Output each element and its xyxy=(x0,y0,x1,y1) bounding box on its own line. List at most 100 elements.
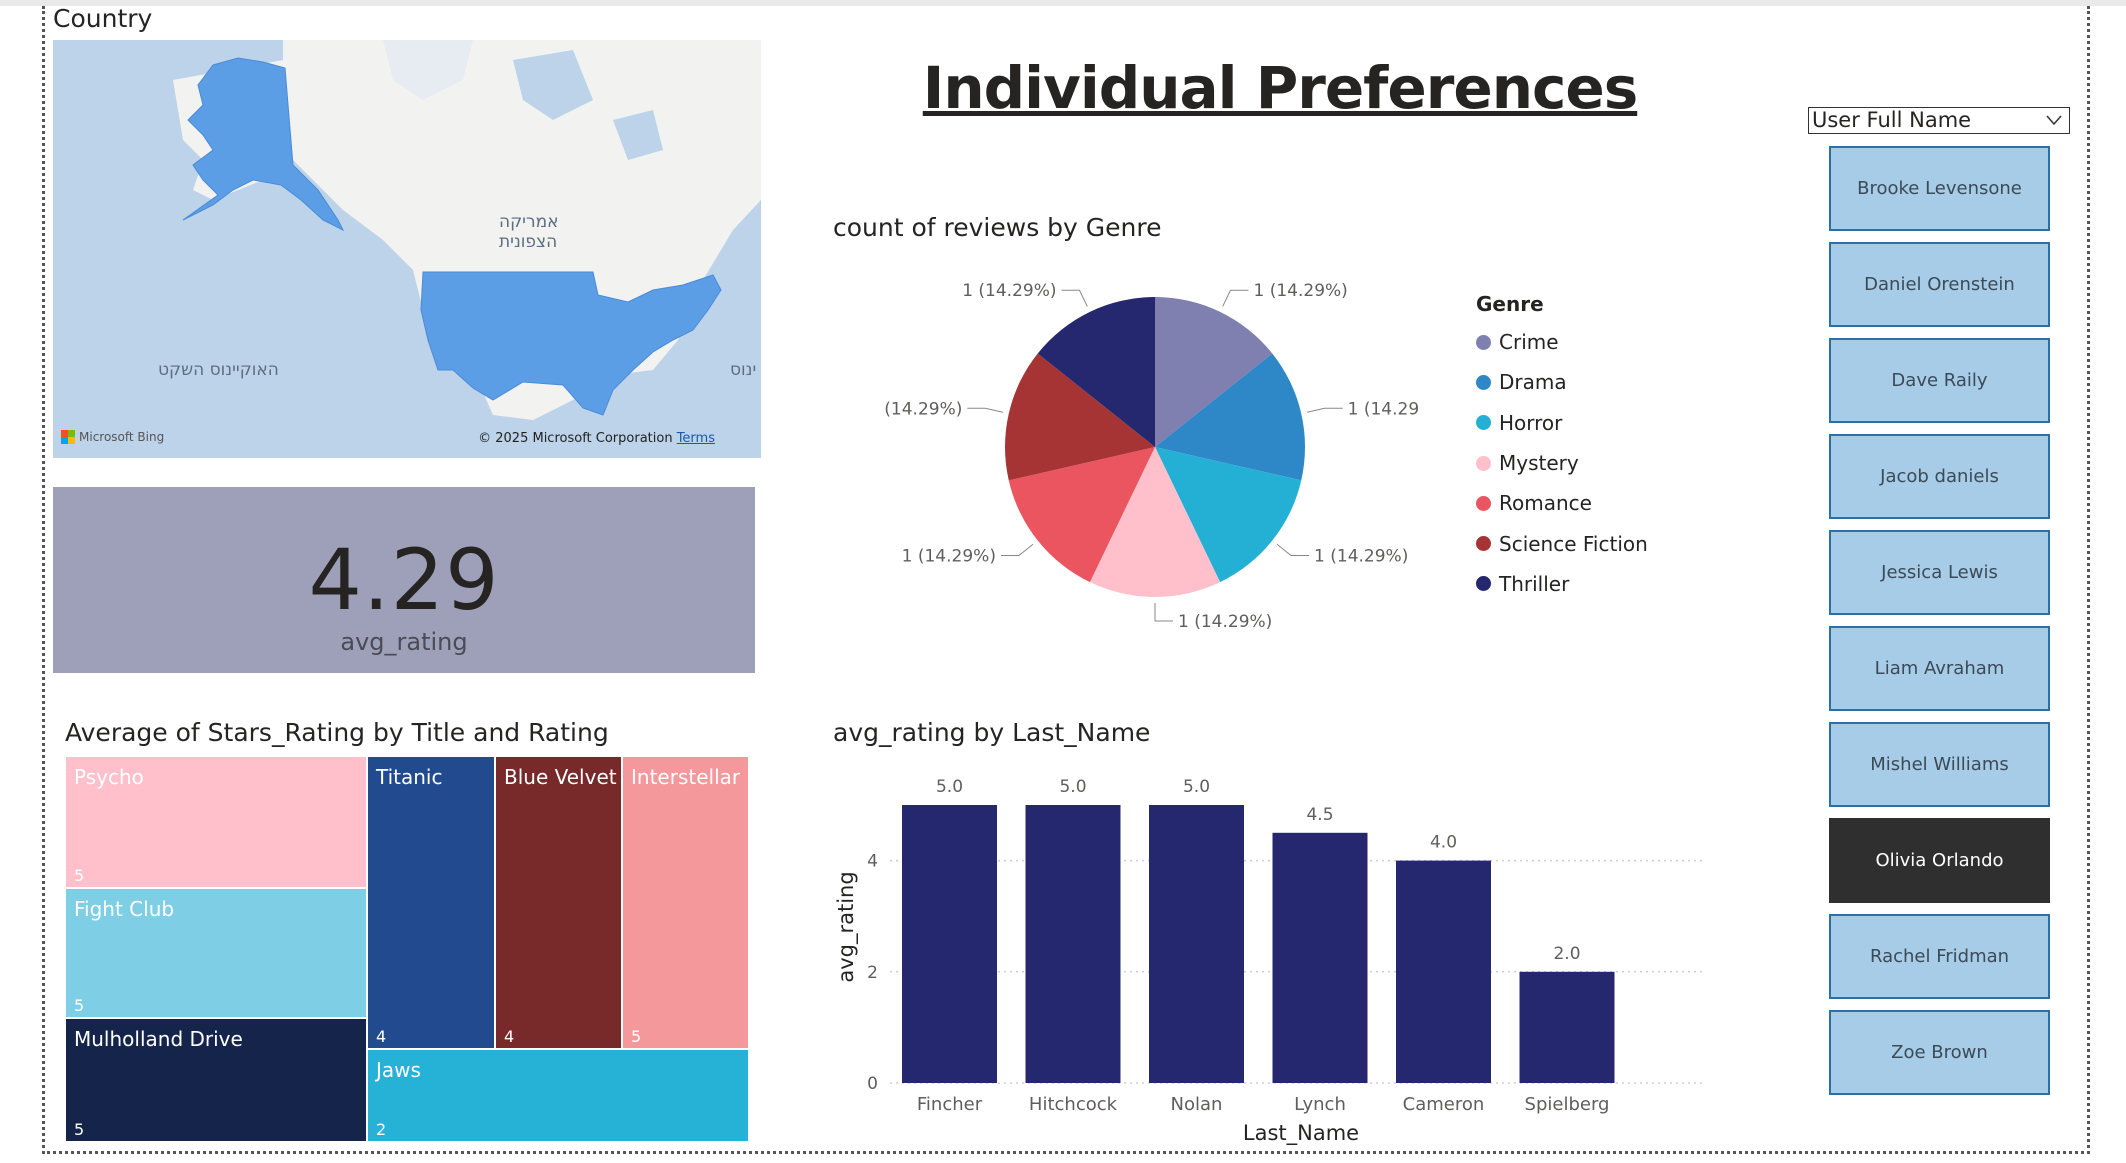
pie-slice-crime[interactable] xyxy=(1155,297,1273,447)
bar-hitchcock[interactable] xyxy=(1025,805,1121,1083)
bar-chart-title: avg_rating by Last_Name xyxy=(833,718,1151,747)
x-tick-label: Nolan xyxy=(1171,1094,1223,1115)
legend-item-horror[interactable]: Horror xyxy=(1476,403,1648,443)
bar-spielberg[interactable] xyxy=(1519,971,1615,1083)
avg-rating-card[interactable]: 4.29 avg_rating xyxy=(53,487,755,673)
legend-dot-icon xyxy=(1476,495,1491,511)
bar-nolan[interactable] xyxy=(1149,805,1244,1083)
x-axis-title: Last_Name xyxy=(1243,1121,1359,1146)
treemap-tile-interstellar[interactable]: Interstellar 5 xyxy=(622,756,749,1049)
x-tick-label: Spielberg xyxy=(1525,1094,1610,1115)
bar-data-label: 4.0 xyxy=(1430,833,1457,853)
x-tick-label: Fincher xyxy=(917,1094,983,1115)
legend-item-thriller[interactable]: Thriller xyxy=(1476,564,1648,604)
treemap-tile-blue-velvet[interactable]: Blue Velvet 4 xyxy=(495,756,622,1049)
map-label-north-america-1: אמריקה xyxy=(499,212,559,232)
chevron-down-icon[interactable] xyxy=(2045,112,2063,128)
treemap-tile-mulholland-drive[interactable]: Mulholland Drive 5 xyxy=(65,1018,367,1142)
pie-slice-drama[interactable] xyxy=(1155,353,1305,481)
pie-leader-line xyxy=(967,407,1004,413)
legend-item-mystery[interactable]: Mystery xyxy=(1476,443,1648,483)
stars-rating-treemap[interactable]: Psycho 5 Fight Club 5 Mulholland Drive 5 Titan… xyxy=(65,756,749,1142)
pie-leader-line xyxy=(1000,543,1034,556)
bing-attribution: Microsoft Bing xyxy=(61,430,164,444)
slicer-button-brooke-levensone[interactable]: Brooke Levensone xyxy=(1829,146,2050,231)
user-slicer-dropdown[interactable]: User Full Name xyxy=(1808,107,2070,134)
map-label-north-america-2: הצפונית xyxy=(499,232,558,252)
pie-leader-line xyxy=(1154,603,1173,622)
page-title: Individual Preferences xyxy=(922,54,1638,122)
pie-leader-line xyxy=(1222,289,1249,307)
pie-chart-title: count of reviews by Genre xyxy=(833,213,1162,242)
x-tick-label: Lynch xyxy=(1294,1094,1346,1115)
legend-item-crime[interactable]: Crime xyxy=(1476,322,1648,362)
tile-value: 5 xyxy=(74,996,85,1015)
pie-leader-line xyxy=(1306,407,1343,413)
pie-data-label: 1 (14.29%) xyxy=(962,281,1056,301)
slicer-button-olivia-orlando[interactable]: Olivia Orlando xyxy=(1829,818,2050,903)
pie-slice-science-fiction[interactable] xyxy=(1005,353,1155,481)
tile-title: Fight Club xyxy=(74,897,175,921)
slicer-button-daniel-orenstein[interactable]: Daniel Orenstein xyxy=(1829,242,2050,327)
slicer-button-rachel-fridman[interactable]: Rachel Fridman xyxy=(1829,914,2050,999)
tile-title: Interstellar xyxy=(631,765,741,789)
legend-label: Romance xyxy=(1499,491,1592,516)
bar-data-label: 5.0 xyxy=(936,777,963,797)
legend-item-romance[interactable]: Romance xyxy=(1476,483,1648,523)
genre-pie-chart[interactable]: 1 (14.29%) 1 (14.29%) 1 (14.29%) 1 (14.29%)… xyxy=(880,270,1420,650)
legend-title: Genre xyxy=(1476,292,1544,316)
top-border xyxy=(0,0,2126,6)
slicer-button-jessica-lewis[interactable]: Jessica Lewis xyxy=(1829,530,2050,615)
slicer-button-dave-raily[interactable]: Dave Raily xyxy=(1829,338,2050,423)
legend-item-science-fiction[interactable]: Science Fiction xyxy=(1476,523,1648,563)
legend-dot-icon xyxy=(1476,536,1491,552)
bar-cameron[interactable] xyxy=(1396,860,1491,1083)
legend-dot-icon xyxy=(1476,374,1491,390)
card-label: avg_rating xyxy=(340,628,468,656)
pie-slice-thriller[interactable] xyxy=(1037,297,1155,447)
microsoft-logo-icon xyxy=(61,430,75,444)
treemap-tile-jaws[interactable]: Jaws 2 xyxy=(367,1049,749,1142)
legend-label: Crime xyxy=(1499,330,1559,355)
terms-link[interactable]: Terms xyxy=(676,431,715,446)
legend-item-drama[interactable]: Drama xyxy=(1476,362,1648,402)
pie-data-label: 1 (14.29%) xyxy=(1253,281,1347,301)
bar-fincher[interactable] xyxy=(902,805,997,1083)
legend-label: Thriller xyxy=(1499,571,1570,596)
pie-data-label: 1 (14.29%) xyxy=(880,399,962,419)
bar-lynch[interactable] xyxy=(1272,832,1368,1083)
avg-rating-bar-chart[interactable]: 0 2 4 5.0 Fincher 5.0 Hitchcock 5.0 Nolan 4.5 Lync… xyxy=(820,760,1720,1160)
map-label-atlantic: ינוס xyxy=(730,360,757,380)
map-title: Country xyxy=(53,4,153,33)
bing-label: Microsoft Bing xyxy=(79,430,165,444)
treemap-tile-titanic[interactable]: Titanic 4 xyxy=(367,756,495,1049)
slicer-button-liam-avraham[interactable]: Liam Avraham xyxy=(1829,626,2050,711)
treemap-tile-psycho[interactable]: Psycho 5 xyxy=(65,756,367,888)
map-canvas xyxy=(173,40,761,420)
legend-dot-icon xyxy=(1476,334,1491,350)
report-frame xyxy=(42,6,2090,1154)
pie-leader-line xyxy=(1061,289,1088,307)
pie-slice-mystery[interactable] xyxy=(1089,447,1221,597)
pie-slice-romance[interactable] xyxy=(1008,447,1155,583)
slicer-button-mishel-williams[interactable]: Mishel Williams xyxy=(1829,722,2050,807)
y-tick-label: 2 xyxy=(867,963,878,983)
pie-slice-horror[interactable] xyxy=(1155,447,1302,583)
map-copyright: © 2025 Microsoft Corporation Terms xyxy=(478,431,715,446)
tile-value: 4 xyxy=(376,1027,387,1046)
slicer-header-label: User Full Name xyxy=(1812,108,1972,132)
copyright-text: © 2025 Microsoft Corporation xyxy=(478,431,673,446)
tile-value: 5 xyxy=(74,1120,85,1139)
treemap-title: Average of Stars_Rating by Title and Rat… xyxy=(65,718,609,747)
treemap-tile-fight-club[interactable]: Fight Club 5 xyxy=(65,888,367,1018)
map-label-pacific: האוקיינוס השקט xyxy=(158,360,279,380)
bar-data-label: 5.0 xyxy=(1059,777,1086,797)
tile-value: 5 xyxy=(631,1027,642,1046)
slicer-button-zoe-brown[interactable]: Zoe Brown xyxy=(1829,1010,2050,1095)
legend-dot-icon xyxy=(1476,576,1491,592)
country-map[interactable]: אמריקה הצפונית האוקיינוס השקט ינוס Micro… xyxy=(53,40,761,458)
x-tick-label: Cameron xyxy=(1403,1094,1485,1115)
tile-value: 5 xyxy=(74,866,85,885)
tile-title: Mulholland Drive xyxy=(74,1027,243,1051)
slicer-button-jacob-daniels[interactable]: Jacob daniels xyxy=(1829,434,2050,519)
